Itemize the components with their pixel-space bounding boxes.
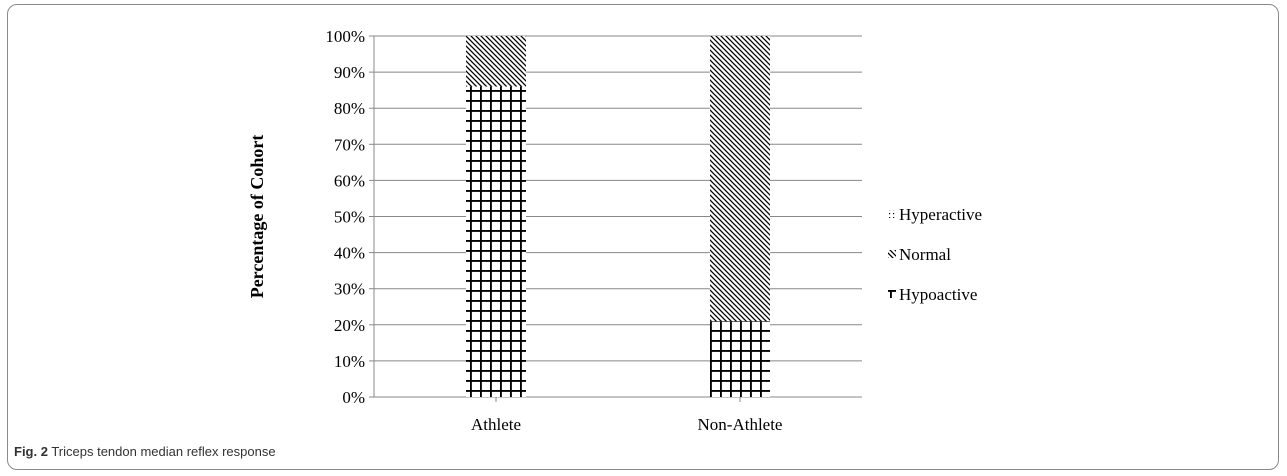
bar-hypoactive-non-athlete [710,321,770,397]
y-tick-label: 70% [334,135,365,154]
figure-caption-text: Triceps tendon median reflex response [47,444,276,459]
y-tick-label: 0% [342,388,365,407]
y-tick-label: 60% [334,171,365,190]
y-tick-label: 80% [334,99,365,118]
y-tick-label: 100% [325,27,365,46]
legend-label-normal: Normal [899,245,951,264]
x-tick-label: Non-Athlete [698,415,783,434]
bar-normal-athlete [466,36,526,87]
axis-labels: 0% 10% 20% 30% 40% 50% 60% 70% 80% 90% 100% Athlete… [247,27,782,434]
legend-label-hyperactive: Hyperactive [899,205,982,224]
y-tick-label: 10% [334,352,365,371]
legend-swatch-normal [888,250,896,258]
y-axis-title: Percentage of Cohort [247,135,267,299]
bars [466,36,770,397]
y-tick-label: 50% [334,208,365,227]
y-tick-label: 20% [334,316,365,335]
x-tick-label: Athlete [471,415,521,434]
y-tick-label: 90% [334,63,365,82]
gridlines [374,35,862,362]
figure-caption-label: Fig. 2 [14,444,48,459]
y-tick-label: 40% [334,244,365,263]
y-tick-label: 30% [334,280,365,299]
legend: Hyperactive Normal Hypoactive [888,205,982,304]
bar-normal-non-athlete [710,36,770,322]
axes [369,35,862,402]
legend-swatch-hypoactive [888,290,896,298]
figure-caption: Fig. 2 Triceps tendon median reflex resp… [14,444,276,459]
legend-swatch-hyperactive [888,210,896,218]
legend-label-hypoactive: Hypoactive [899,285,977,304]
bar-hypoactive-athlete [466,86,526,397]
figure-frame [7,4,1279,470]
